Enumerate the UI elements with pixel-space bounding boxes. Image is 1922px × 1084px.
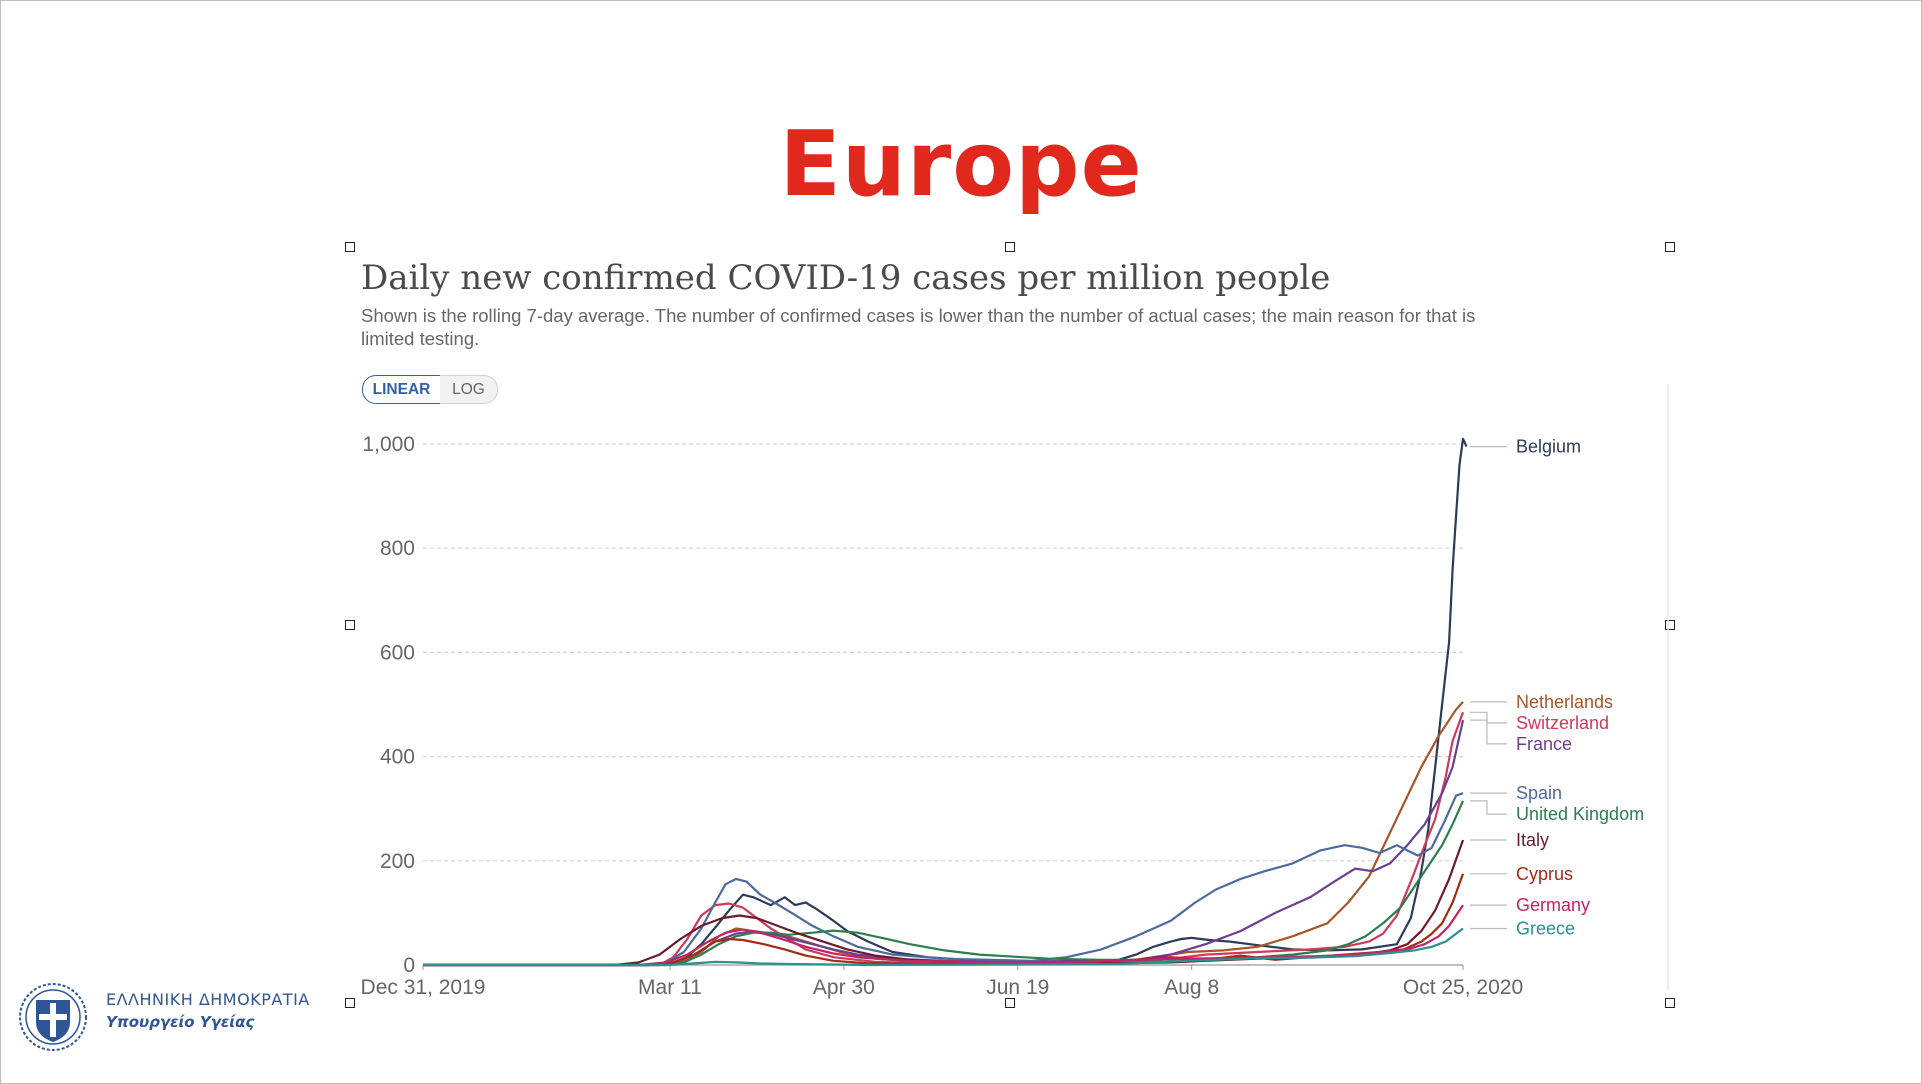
x-tick-label: Aug 8	[1164, 976, 1219, 999]
series-line-germany	[423, 904, 1464, 967]
resize-handle-bottom-center[interactable]	[1005, 998, 1015, 1008]
y-tick-label: 600	[380, 641, 415, 664]
legend-connector	[1470, 711, 1507, 724]
series-line-spain	[423, 792, 1464, 967]
y-tick-label: 0	[403, 954, 415, 977]
chart-subtitle: Shown is the rolling 7-day average. The …	[361, 305, 1476, 349]
chart-title: Daily new confirmed COVID-19 cases per m…	[361, 258, 1331, 298]
series-line-netherlands	[423, 701, 1464, 967]
series-line-belgium	[423, 437, 1468, 967]
series-label: Belgium	[1516, 437, 1581, 457]
series-label: Netherlands	[1516, 692, 1613, 712]
series-label: United Kingdom	[1516, 804, 1644, 824]
x-tick-label: Oct 25, 2020	[1403, 976, 1523, 999]
resize-handle-bottom-left[interactable]	[345, 998, 355, 1008]
series-line-greece	[423, 927, 1464, 967]
x-tick-label: Jun 19	[986, 976, 1049, 999]
series-line-cyprus	[423, 873, 1465, 967]
resize-handle-bottom-right[interactable]	[1665, 998, 1675, 1008]
series-line-united-kingdom	[423, 800, 1465, 967]
resize-handle-top-center[interactable]	[1005, 242, 1015, 252]
resize-handle-middle-left[interactable]	[345, 620, 355, 630]
footer-ministry-line1: ΕΛΛΗΝΙΚΗ ΔΗΜΟΚΡΑΤΙΑ	[106, 990, 310, 1009]
y-tick-label: 800	[380, 537, 415, 560]
linear-scale-button[interactable]: LINEAR	[362, 375, 441, 404]
series-label: Switzerland	[1516, 713, 1609, 733]
series-label: Greece	[1516, 919, 1575, 939]
series-label: Cyprus	[1516, 864, 1573, 884]
y-tick-label: 200	[380, 850, 415, 873]
series-line-italy	[423, 839, 1465, 967]
resize-handle-middle-right[interactable]	[1665, 620, 1675, 630]
log-scale-button[interactable]: LOG	[440, 375, 498, 404]
slide-title: Europe	[779, 112, 1143, 217]
series-label: Spain	[1516, 783, 1562, 803]
x-tick-label: Mar 11	[638, 976, 702, 999]
x-tick-label: Dec 31, 2019	[361, 976, 486, 999]
legend-connector	[1470, 800, 1507, 815]
resize-handle-top-left[interactable]	[345, 242, 355, 252]
y-tick-label: 1,000	[362, 433, 415, 456]
x-tick-label: Apr 30	[813, 976, 875, 999]
series-line-switzerland	[423, 711, 1465, 967]
legend-connector	[1470, 719, 1507, 745]
series-label: France	[1516, 734, 1572, 754]
y-tick-label: 400	[380, 746, 415, 769]
series-label: Italy	[1516, 830, 1549, 850]
footer-ministry-line2: Υπουργείο Υγείας	[106, 1013, 255, 1031]
series-label: Germany	[1516, 895, 1590, 915]
resize-handle-top-right[interactable]	[1665, 242, 1675, 252]
greek-coat-of-arms-logo	[19, 983, 87, 1051]
